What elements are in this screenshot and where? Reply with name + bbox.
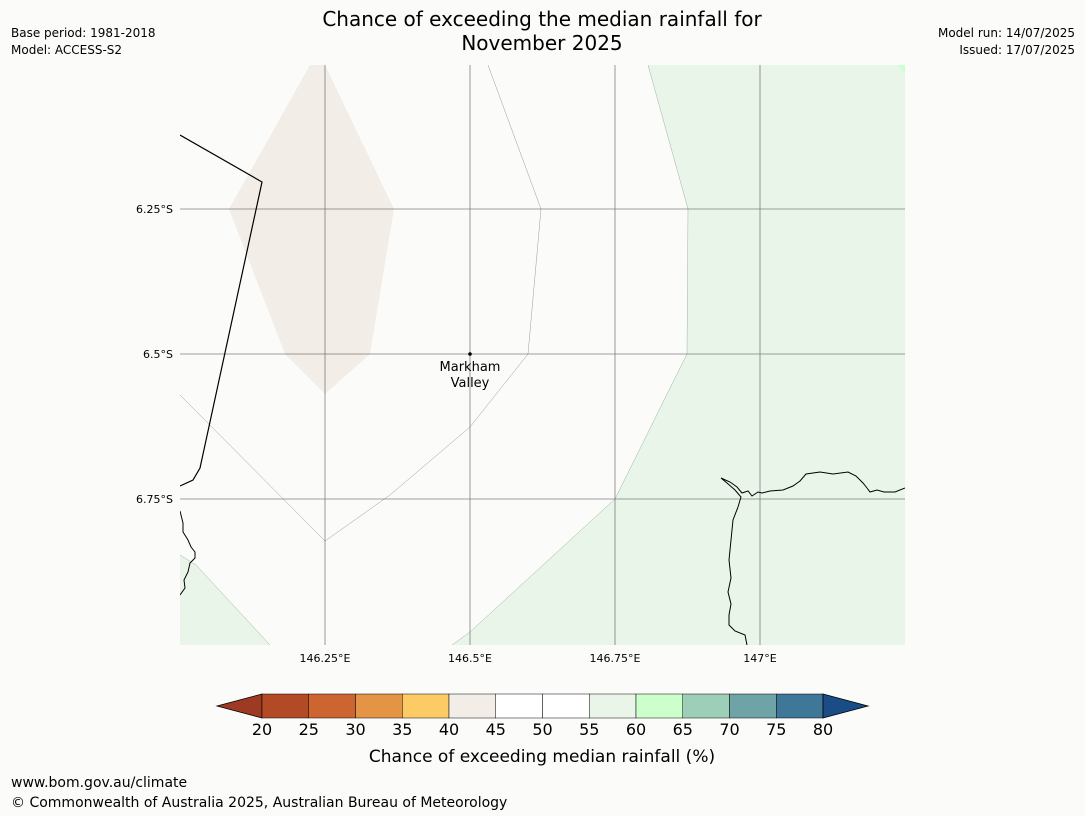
contour-line (180, 554, 271, 645)
issued-date: Issued: 17/07/2025 (959, 43, 1075, 57)
colorbar-tick-label: 50 (532, 720, 552, 739)
map-area[interactable] (180, 65, 905, 645)
colorbar-title: Chance of exceeding median rainfall (%) (369, 747, 715, 767)
colorbar-legend: 20 25 30 35 40 45 50 55 60 65 70 75 80 (215, 693, 870, 739)
colorbar-extend-high (822, 693, 870, 719)
colorbar-tick-label: 40 (439, 720, 459, 739)
colorbar-swatch (542, 693, 590, 719)
coastline-gulf (720, 471, 905, 645)
colorbar-swatch (635, 693, 683, 719)
colorbar-swatch (355, 693, 403, 719)
colorbar-swatch (776, 693, 824, 719)
colorbar-tick-label: 75 (766, 720, 786, 739)
colorbar-tick-label: 30 (345, 720, 365, 739)
colorbar-swatch (402, 693, 450, 719)
title-line-1: Chance of exceeding the median rainfall … (322, 7, 762, 31)
colorbar-swatch (308, 693, 356, 719)
colorbar-tick-label: 35 (392, 720, 412, 739)
colorbar-tick-label: 60 (626, 720, 646, 739)
colorbar-tick-label: 80 (813, 720, 833, 739)
lat-tick-label: 6.5°S (143, 348, 173, 361)
model-name: Model: ACCESS-S2 (11, 43, 123, 57)
lat-tick-label: 6.25°S (136, 203, 173, 216)
colorbar-tick-label: 45 (486, 720, 506, 739)
lat-tick-label: 6.75°S (136, 493, 173, 506)
colorbar-extend-low (215, 693, 263, 719)
band-55-60-region-east (452, 65, 905, 645)
meta-right: Model run: 14/07/2025 Issued: 17/07/2025 (938, 25, 1075, 59)
colorbar-swatch (261, 693, 309, 719)
colorbar-tick-label: 65 (673, 720, 693, 739)
colorbar-swatch (589, 693, 637, 719)
footer-copyright: © Commonwealth of Australia 2025, Austra… (11, 795, 508, 811)
contour-line (451, 65, 689, 645)
colorbar-swatch (729, 693, 777, 719)
band-60-65-region (898, 65, 905, 75)
colorbar-tick-label: 70 (719, 720, 739, 739)
colorbar-tick-label: 55 (579, 720, 599, 739)
band-40-45-region (229, 65, 394, 394)
footer-url: www.bom.gov.au/climate (11, 775, 188, 791)
colorbar-tick-label: 20 (252, 720, 272, 739)
band-55-60-region-southwest (180, 555, 270, 645)
place-marker (468, 352, 472, 356)
lon-tick-label: 146.5°E (448, 652, 492, 665)
colorbar-swatch (448, 693, 496, 719)
border-line (180, 134, 263, 487)
colorbar-tick-label: 25 (299, 720, 319, 739)
title-line-2: November 2025 (461, 31, 623, 55)
place-label-line-1: Markham (440, 360, 501, 375)
lon-tick-label: 147°E (743, 652, 776, 665)
coastline-west (180, 510, 196, 596)
page-title: Chance of exceeding the median rainfall … (242, 7, 842, 55)
model-run: Model run: 14/07/2025 (937, 26, 1075, 40)
gridlines (180, 65, 905, 645)
colorbar-swatch (495, 693, 543, 719)
base-period: Base period: 1981-2018 (11, 26, 156, 40)
lon-tick-label: 146.25°E (300, 652, 351, 665)
meta-left: Base period: 1981-2018 Model: ACCESS-S2 (11, 25, 156, 59)
place-label-line-2: Valley (451, 376, 490, 391)
lon-tick-label: 146.75°E (590, 652, 641, 665)
colorbar-swatch (682, 693, 730, 719)
